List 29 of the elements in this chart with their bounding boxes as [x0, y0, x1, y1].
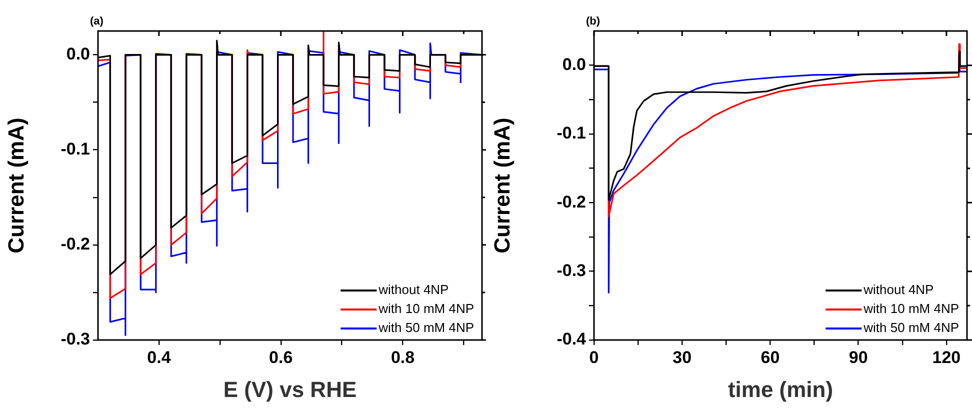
x-tick-label: 0: [589, 348, 599, 367]
y-tick-label: 0.0: [66, 44, 90, 64]
x-axis-title: E (V) vs RHE: [223, 376, 357, 402]
chart-title: (b): [586, 16, 600, 28]
legend-label: without 4NP: [862, 282, 934, 298]
y-tick-label: -0.2: [556, 192, 586, 212]
x-tick-label: 0.8: [390, 348, 415, 367]
y-tick-label: -0.1: [60, 140, 90, 159]
y-tick-label: -0.3: [60, 330, 90, 349]
x-tick-label: 60: [760, 348, 780, 367]
legend-label: with 50 mM 4NP: [862, 320, 960, 336]
y-axis-title: Current (mA): [3, 118, 28, 254]
x-tick-label: 0.6: [269, 348, 293, 367]
y-tick-label: -0.3: [556, 261, 586, 280]
x-tick-label: 90: [848, 348, 868, 367]
legend-label: with 10 mM 4NP: [378, 301, 474, 316]
y-axis-title: Current (mA): [489, 118, 514, 254]
y-tick-label: -0.2: [60, 234, 90, 254]
legend-label: with 50 mM 4NP: [378, 320, 474, 336]
x-tick-label: 120: [932, 348, 961, 367]
y-tick-label: 0.0: [562, 55, 586, 74]
y-tick-label: -0.1: [556, 124, 586, 143]
legend-label: with 10 mM 4NP: [862, 301, 960, 316]
x-tick-label: 0.4: [147, 348, 172, 367]
x-axis-title: time (min): [728, 376, 834, 402]
chart-title: (a): [90, 16, 104, 28]
x-tick-label: 30: [672, 348, 692, 367]
legend-label: without 4NP: [378, 282, 449, 298]
y-tick-label: -0.4: [556, 330, 587, 349]
